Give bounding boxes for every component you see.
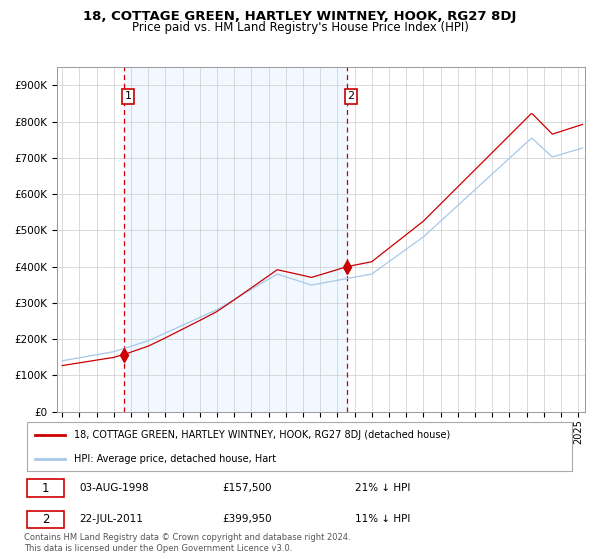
FancyBboxPatch shape [27, 479, 64, 497]
Text: HPI: Average price, detached house, Hart: HPI: Average price, detached house, Hart [74, 454, 276, 464]
Text: Contains HM Land Registry data © Crown copyright and database right 2024.
This d: Contains HM Land Registry data © Crown c… [24, 533, 350, 553]
Text: 2: 2 [347, 91, 355, 101]
Text: 03-AUG-1998: 03-AUG-1998 [79, 483, 149, 493]
Text: £399,950: £399,950 [223, 514, 272, 524]
Text: 11% ↓ HPI: 11% ↓ HPI [355, 514, 410, 524]
Text: 22-JUL-2011: 22-JUL-2011 [79, 514, 143, 524]
FancyBboxPatch shape [27, 511, 64, 528]
Text: 18, COTTAGE GREEN, HARTLEY WINTNEY, HOOK, RG27 8DJ: 18, COTTAGE GREEN, HARTLEY WINTNEY, HOOK… [83, 10, 517, 23]
Text: 18, COTTAGE GREEN, HARTLEY WINTNEY, HOOK, RG27 8DJ (detached house): 18, COTTAGE GREEN, HARTLEY WINTNEY, HOOK… [74, 430, 450, 440]
Bar [124, 67, 347, 412]
Text: 2: 2 [42, 513, 49, 526]
Text: 21% ↓ HPI: 21% ↓ HPI [355, 483, 410, 493]
Text: Price paid vs. HM Land Registry's House Price Index (HPI): Price paid vs. HM Land Registry's House … [131, 21, 469, 34]
Text: 1: 1 [42, 482, 49, 494]
FancyBboxPatch shape [27, 422, 572, 471]
Text: 1: 1 [125, 91, 131, 101]
Text: £157,500: £157,500 [223, 483, 272, 493]
